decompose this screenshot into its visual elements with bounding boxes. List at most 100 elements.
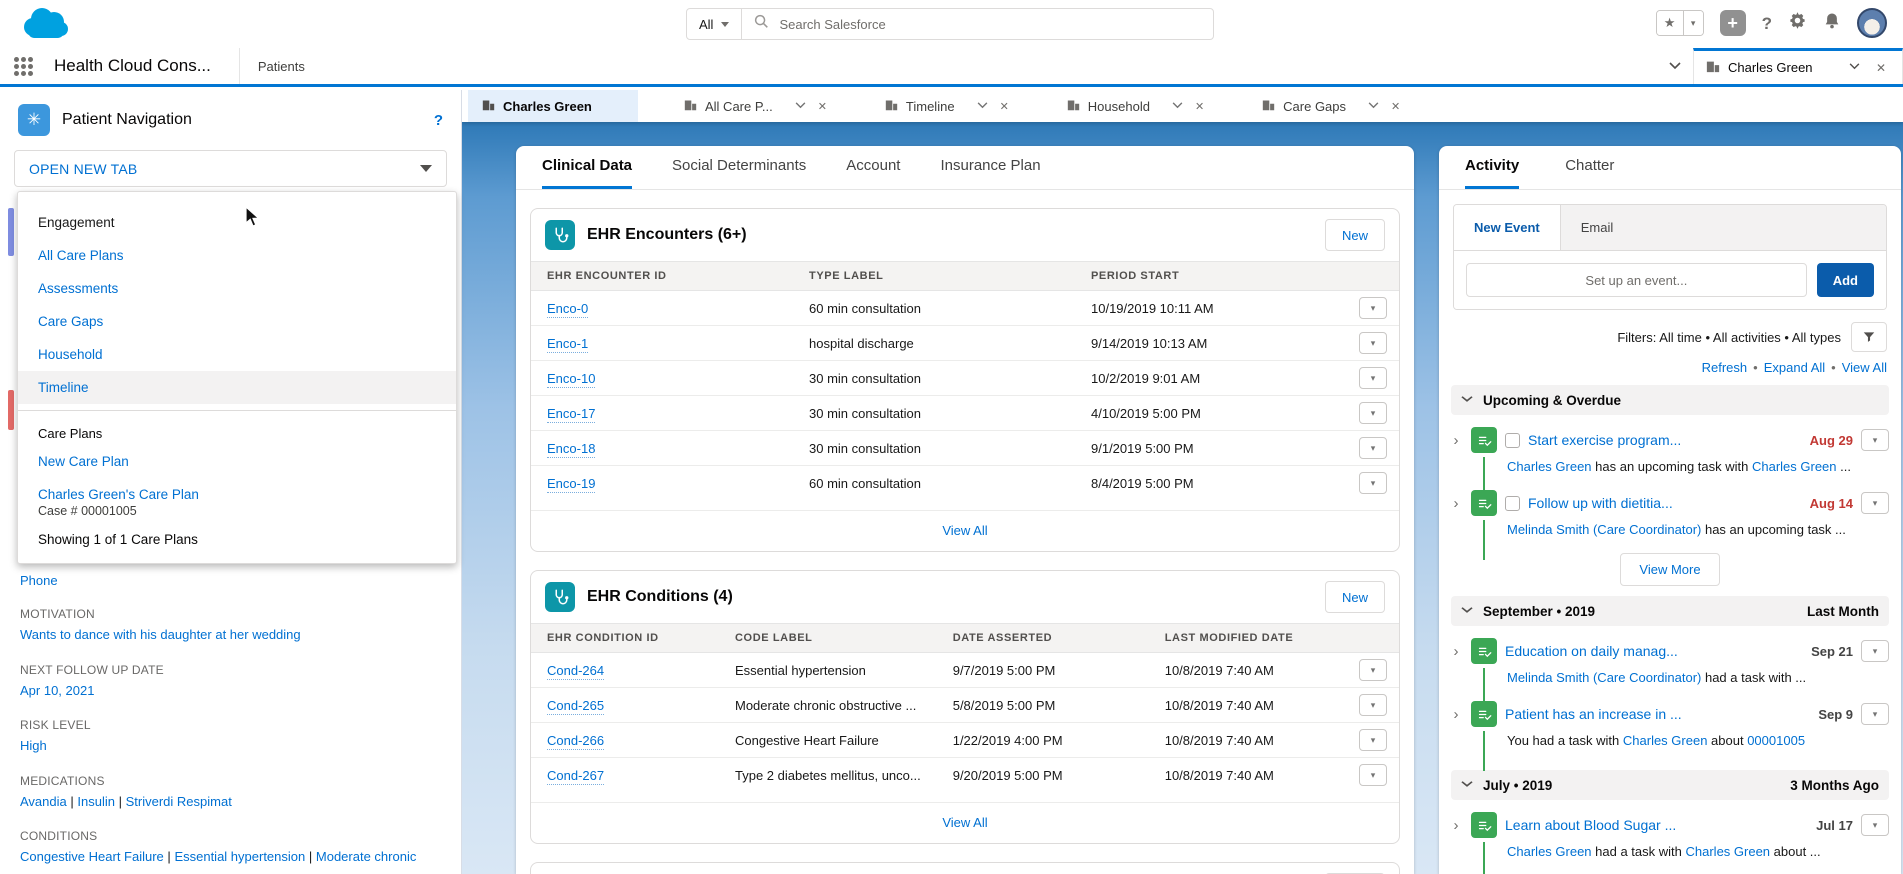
- expand-all-link[interactable]: Expand All: [1763, 360, 1826, 375]
- expand-chevron-icon[interactable]: ›: [1453, 816, 1459, 834]
- chevron-down-icon[interactable]: [977, 101, 988, 112]
- encounter-link[interactable]: Enco-17: [547, 405, 596, 423]
- condition-link[interactable]: Cond-264: [547, 662, 605, 680]
- encounter-link[interactable]: Enco-1: [547, 335, 589, 353]
- workspace-tab-caret-icon[interactable]: [1845, 62, 1864, 73]
- person-link[interactable]: Charles Green: [1507, 844, 1592, 859]
- dropdown-item-all-care-plans[interactable]: All Care Plans: [38, 248, 124, 263]
- dropdown-item-assessments[interactable]: Assessments: [38, 281, 119, 296]
- composer-tab-email[interactable]: Email: [1580, 220, 1614, 235]
- person-link[interactable]: Charles Green: [1751, 459, 1837, 474]
- dropdown-item-engagement[interactable]: Engagement: [38, 215, 115, 230]
- dropdown-item-new-care-plan[interactable]: New Care Plan: [38, 454, 129, 469]
- person-link[interactable]: Melinda Smith (Care Coordinator): [1507, 670, 1702, 685]
- person-link[interactable]: Melinda Smith (Care Coordinator): [1507, 522, 1702, 537]
- subtab-close-icon[interactable]: ✕: [1391, 100, 1401, 113]
- tab-clinical-data[interactable]: Clinical Data: [542, 157, 633, 189]
- view-all-link[interactable]: View All: [1841, 360, 1887, 375]
- app-launcher-icon[interactable]: [0, 48, 46, 84]
- subtab-charles-green[interactable]: Charles Green: [468, 90, 638, 122]
- filter-funnel-button[interactable]: [1851, 322, 1887, 352]
- encounter-link[interactable]: Enco-19: [547, 475, 596, 493]
- subtab-close-icon[interactable]: ✕: [999, 100, 1009, 113]
- encounter-link[interactable]: Enco-0: [547, 300, 589, 318]
- row-actions-button[interactable]: ▾: [1359, 694, 1387, 716]
- setup-gear-icon[interactable]: [1788, 11, 1807, 35]
- condition-link[interactable]: Cond-265: [547, 697, 605, 715]
- person-link[interactable]: Charles Green: [1685, 844, 1771, 859]
- section-september-2019[interactable]: September • 2019 Last Month: [1451, 596, 1889, 626]
- section-july-2019[interactable]: July • 2019 3 Months Ago: [1451, 770, 1889, 800]
- medication-link[interactable]: Insulin: [77, 793, 115, 809]
- task-title-link[interactable]: Patient has an increase in ...: [1505, 706, 1682, 722]
- subtab-timeline[interactable]: Timeline ✕: [871, 90, 1027, 122]
- search-input[interactable]: [779, 16, 1201, 32]
- global-actions-plus-icon[interactable]: +: [1719, 10, 1746, 36]
- tab-chatter[interactable]: Chatter: [1565, 157, 1615, 174]
- favorites-star-icon[interactable]: ★: [1656, 11, 1683, 35]
- dropdown-item-care-gaps[interactable]: Care Gaps: [38, 314, 104, 329]
- new-condition-button[interactable]: New: [1324, 581, 1385, 613]
- encounter-link[interactable]: Enco-18: [547, 440, 596, 458]
- tab-social-determinants[interactable]: Social Determinants: [672, 157, 807, 174]
- subtab-household[interactable]: Household ✕: [1053, 90, 1222, 122]
- condition-link[interactable]: Essential hypertension: [174, 849, 306, 865]
- row-actions-button[interactable]: ▾: [1359, 402, 1387, 424]
- section-upcoming-overdue[interactable]: Upcoming & Overdue: [1451, 385, 1889, 415]
- dropdown-item-timeline[interactable]: Timeline: [18, 371, 456, 404]
- expand-chevron-icon[interactable]: ›: [1453, 642, 1459, 660]
- task-title-link[interactable]: Follow up with dietitia...: [1528, 495, 1673, 511]
- subtab-close-icon[interactable]: ✕: [1194, 100, 1205, 113]
- row-actions-button[interactable]: ▾: [1359, 297, 1387, 319]
- row-actions-button[interactable]: ▾: [1359, 764, 1387, 786]
- risk-level-value[interactable]: High: [20, 738, 47, 754]
- condition-link[interactable]: Cond-267: [547, 767, 605, 785]
- favorites-caret-icon[interactable]: ▾: [1682, 11, 1703, 35]
- task-actions-button[interactable]: ▾: [1861, 640, 1889, 662]
- row-actions-button[interactable]: ▾: [1359, 437, 1387, 459]
- view-more-button[interactable]: View More: [1620, 553, 1720, 586]
- nav-tab-patients[interactable]: Patients: [238, 48, 409, 84]
- medication-link[interactable]: Avandia: [20, 793, 67, 809]
- medication-link[interactable]: Striverdi Respimat: [125, 793, 232, 809]
- task-actions-button[interactable]: ▾: [1861, 703, 1889, 725]
- workspace-tab-charles-green[interactable]: Charles Green ✕: [1693, 48, 1903, 84]
- task-title-link[interactable]: Learn about Blood Sugar ...: [1505, 817, 1677, 833]
- view-all-link[interactable]: View All: [942, 523, 988, 538]
- help-icon[interactable]: ?: [1761, 13, 1772, 33]
- view-all-link[interactable]: View All: [942, 815, 988, 830]
- subtab-care-gaps[interactable]: Care Gaps ✕: [1248, 90, 1418, 122]
- condition-link[interactable]: Cond-266: [547, 732, 605, 750]
- case-link[interactable]: 00001005: [1747, 733, 1806, 748]
- row-actions-button[interactable]: ▾: [1359, 472, 1387, 494]
- user-avatar[interactable]: [1857, 8, 1887, 38]
- new-encounter-button[interactable]: New: [1324, 219, 1385, 251]
- row-actions-button[interactable]: ▾: [1359, 729, 1387, 751]
- subtab-close-icon[interactable]: ✕: [817, 100, 827, 113]
- open-new-tab-select[interactable]: OPEN NEW TAB: [14, 150, 447, 187]
- dropdown-item-charles-green-care-plan[interactable]: Charles Green's Care Plan: [38, 487, 199, 502]
- person-link[interactable]: Charles Green: [1507, 459, 1592, 474]
- task-actions-button[interactable]: ▾: [1861, 814, 1889, 836]
- notifications-bell-icon[interactable]: [1823, 11, 1841, 36]
- dropdown-item-household[interactable]: Household: [38, 347, 103, 362]
- search-scope-dropdown[interactable]: All: [687, 9, 743, 39]
- nav-tab-patients-caret-icon[interactable]: [1657, 48, 1693, 84]
- motivation-value[interactable]: Wants to dance with his daughter at her …: [20, 627, 301, 642]
- chevron-down-icon[interactable]: [1172, 101, 1183, 112]
- row-actions-button[interactable]: ▾: [1359, 659, 1387, 681]
- row-actions-button[interactable]: ▾: [1359, 332, 1387, 354]
- chevron-down-icon[interactable]: [795, 101, 806, 112]
- followup-value[interactable]: Apr 10, 2021: [20, 682, 95, 698]
- add-button[interactable]: Add: [1816, 263, 1874, 297]
- tab-insurance-plan[interactable]: Insurance Plan: [940, 157, 1041, 174]
- encounter-link[interactable]: Enco-10: [547, 370, 596, 388]
- task-actions-button[interactable]: ▾: [1861, 429, 1889, 451]
- help-icon[interactable]: ?: [433, 111, 443, 129]
- tab-account[interactable]: Account: [846, 157, 901, 174]
- subtab-all-care-plans[interactable]: All Care P... ✕: [670, 90, 845, 122]
- person-link[interactable]: Charles Green: [1622, 733, 1708, 748]
- tab-activity[interactable]: Activity: [1465, 157, 1520, 189]
- row-actions-button[interactable]: ▾: [1359, 367, 1387, 389]
- task-title-link[interactable]: Education on daily manag...: [1505, 643, 1678, 659]
